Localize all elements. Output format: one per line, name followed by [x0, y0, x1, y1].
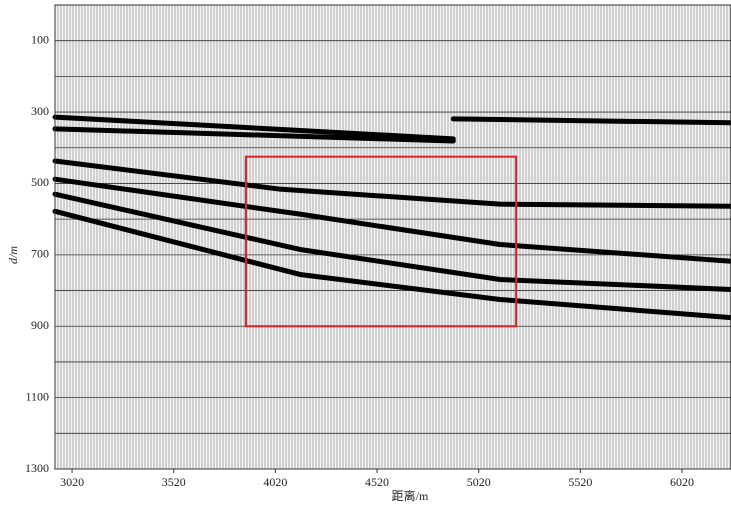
reflector [52, 176, 731, 264]
y-tick-label: 100 [31, 32, 49, 46]
y-tick-label: 900 [31, 318, 49, 332]
highlight-box [244, 155, 518, 328]
y-tick-label: 1300 [25, 461, 49, 475]
x-tick-label: 6020 [670, 475, 694, 489]
y-tick-label: 500 [31, 175, 49, 189]
y-tick-label: 700 [31, 247, 49, 261]
reflector [52, 126, 456, 144]
x-tick-label: 4520 [365, 475, 389, 489]
reflector [52, 114, 456, 142]
x-tick-label: 5520 [568, 475, 592, 489]
reflector [450, 116, 731, 126]
x-tick-label: 3020 [60, 475, 84, 489]
reflector [52, 158, 731, 209]
plot-frame [54, 4, 731, 470]
reflector [52, 208, 731, 321]
x-tick-label: 3520 [162, 475, 186, 489]
y-axis-label: d/m [6, 246, 20, 264]
x-tick-label: 5020 [467, 475, 491, 489]
x-axis-label: 距离/m [392, 488, 429, 503]
y-tick-label: 1100 [25, 389, 49, 403]
trace-background [55, 5, 731, 469]
reflector [52, 191, 731, 292]
x-tick-label: 4020 [263, 475, 287, 489]
y-tick-label: 300 [31, 104, 49, 118]
